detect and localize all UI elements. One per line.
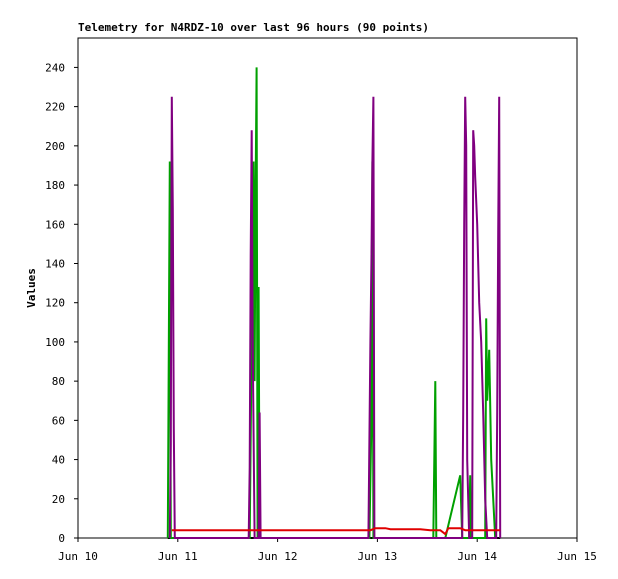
y-tick-label: 60 (52, 414, 65, 427)
y-axis-label: Values (25, 268, 38, 308)
plot-frame (77, 37, 578, 539)
y-tick-label: 20 (52, 493, 65, 506)
y-tick-label: 40 (52, 454, 65, 467)
x-tick-label: Jun 10 (58, 550, 98, 563)
x-tick-label: Jun 13 (358, 550, 398, 563)
series-line (166, 67, 497, 539)
x-tick-label: Jun 11 (158, 550, 198, 563)
x-tick-label: Jun 14 (457, 550, 497, 563)
y-tick-label: 200 (45, 140, 65, 153)
x-tick-label: Jun 15 (557, 550, 597, 563)
x-tick-label: Jun 12 (258, 550, 298, 563)
chart-title: Telemetry for N4RDZ-10 over last 96 hour… (78, 21, 429, 34)
y-tick-label: 120 (45, 297, 65, 310)
y-tick-label: 80 (52, 375, 65, 388)
y-tick-label: 100 (45, 336, 65, 349)
series-line (168, 96, 502, 539)
y-tick-label: 240 (45, 61, 65, 74)
y-tick-label: 140 (45, 257, 65, 270)
series-line (171, 527, 501, 536)
y-tick-label: 160 (45, 218, 65, 231)
y-tick-label: 0 (58, 532, 65, 545)
y-tick-label: 220 (45, 101, 65, 114)
y-tick-label: 180 (45, 179, 65, 192)
